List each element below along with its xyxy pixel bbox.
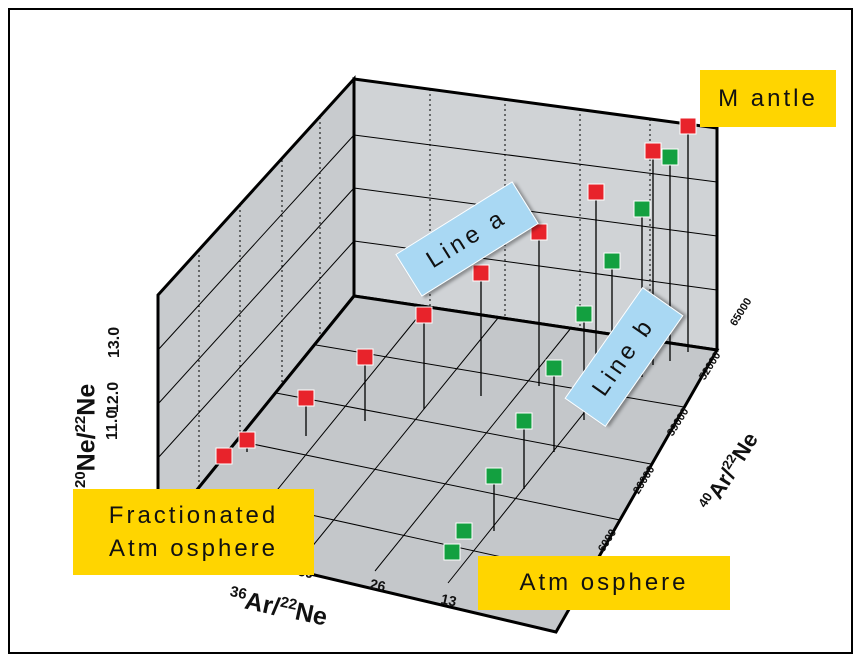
data-point <box>238 431 256 449</box>
data-point <box>215 447 233 465</box>
data-point <box>661 148 679 166</box>
z-tick-label: 11.0 <box>104 409 121 440</box>
data-points <box>215 117 697 561</box>
x-axis-title-tail: Ne <box>292 597 330 632</box>
floor-gridline <box>275 392 652 465</box>
data-point <box>587 183 605 201</box>
left-wall-gridline <box>157 187 355 405</box>
data-point <box>472 264 490 282</box>
floor-gridline <box>301 317 499 560</box>
z-tick-label: 13.0 <box>106 326 123 358</box>
data-point <box>603 252 621 270</box>
data-point <box>633 200 651 218</box>
fractionated-text-1: Fractionated <box>108 502 279 529</box>
z-tick-label: 12.0 <box>105 381 122 413</box>
data-point <box>297 389 315 407</box>
z-axis-title-main: Ne/ <box>72 432 101 472</box>
data-point <box>644 142 662 160</box>
data-point <box>455 522 473 540</box>
data-point <box>515 412 533 430</box>
data-point <box>575 305 593 323</box>
data-point <box>415 306 433 324</box>
data-point <box>356 348 374 366</box>
z-axis-title-sup1: 20 <box>72 471 89 488</box>
z-axis-title-tail: Ne <box>72 383 101 416</box>
data-point <box>485 467 503 485</box>
left-wall-gridline <box>157 134 355 351</box>
atmosphere-text: Atm osphere <box>519 569 689 596</box>
data-point <box>530 223 548 241</box>
x-axis-title-main: Ar/ <box>242 586 283 622</box>
mantle-text: M antle <box>718 84 818 112</box>
left-wall-gridline <box>157 240 355 459</box>
floor-gridline <box>374 327 572 572</box>
fractionated-atmosphere-label: Fractionated Atm osphere <box>73 489 314 575</box>
data-point <box>545 359 563 377</box>
x-tick-label: 26 <box>368 575 388 595</box>
x-tick-label: 13 <box>439 590 459 610</box>
data-point <box>443 543 461 561</box>
fractionated-text-2: Atm osphere <box>108 535 279 562</box>
back-wall-gridline <box>353 134 718 183</box>
atmosphere-label: Atm osphere <box>478 556 730 610</box>
z-axis-title-sup2: 22 <box>72 415 89 433</box>
mantle-label: M antle <box>700 70 836 127</box>
floor-gridline <box>237 440 621 521</box>
back-wall-gridline <box>353 187 718 237</box>
z-axis-title: 20Ne/22Ne <box>72 384 101 488</box>
data-point <box>679 117 697 135</box>
